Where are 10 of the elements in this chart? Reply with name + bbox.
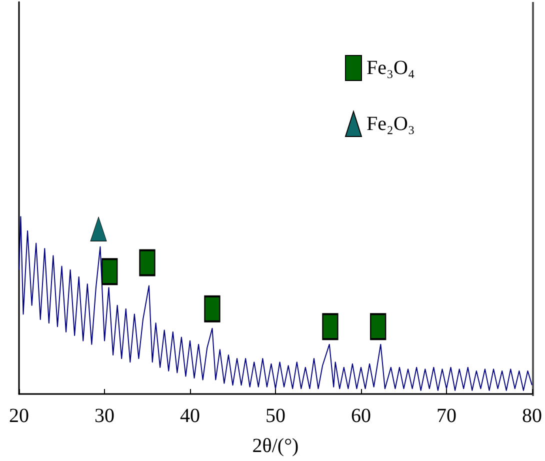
legend-label: Fe₂O₃ — [366, 113, 415, 135]
x-axis-title: 2θ/(°) — [252, 435, 299, 457]
x-tick-label: 80 — [522, 405, 542, 427]
x-tick-label: 20 — [9, 405, 29, 427]
legend-label: Fe₃O₄ — [366, 57, 415, 79]
x-tick-label: 40 — [180, 405, 200, 427]
x-tick-label: 70 — [436, 405, 456, 427]
x-tick-label: 30 — [94, 405, 114, 427]
x-tick-label: 60 — [351, 405, 371, 427]
x-tick-label: 50 — [266, 405, 286, 427]
